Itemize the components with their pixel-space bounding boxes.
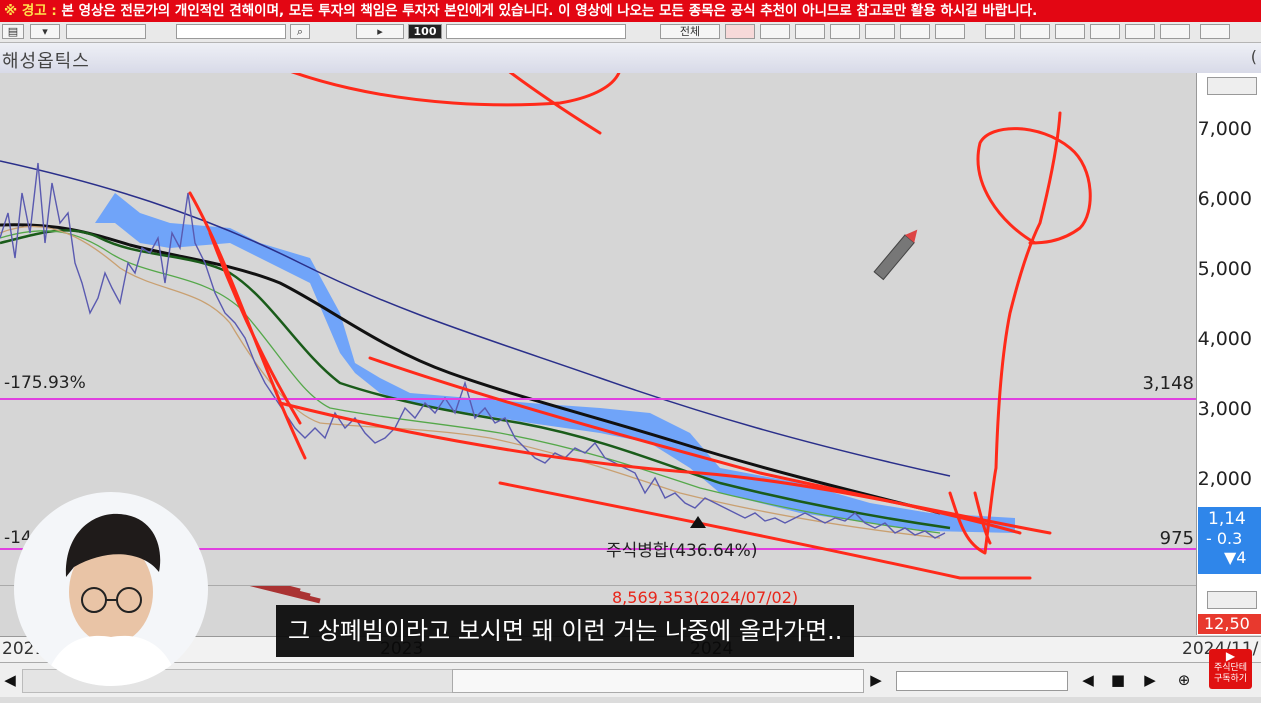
stop-button[interactable]: ■ (1110, 671, 1126, 689)
price-y-axis: 7,000 6,000 5,000 4,000 3,000 2,000 (1196, 73, 1261, 585)
warning-text: 본 영상은 전문가의 개인적인 견해이며, 모든 투자의 책임은 투자자 본인에… (56, 3, 1038, 19)
dropdown-button[interactable]: ▾ (30, 24, 60, 39)
upper-level-value: 3,148 (1142, 373, 1194, 394)
chart-navigator: ◀ ▶ ◀ ■ ▶ ⊕ (0, 662, 1261, 697)
current-price-box: 1,14 - 0.3 ▼4 (1198, 507, 1261, 574)
interval-button-4[interactable] (1090, 24, 1120, 39)
current-price: 1,14 (1208, 509, 1246, 529)
interval-button-2[interactable] (1020, 24, 1050, 39)
play-button[interactable]: ▶ (1144, 671, 1156, 689)
market-select[interactable] (66, 24, 146, 39)
axis-scale-buttons[interactable] (1207, 77, 1257, 95)
zoom-in-icon[interactable]: ⊕ (1177, 671, 1191, 689)
period-tick-button[interactable] (900, 24, 930, 39)
split-marker-icon (690, 516, 706, 528)
pencil-cursor-icon (873, 229, 918, 281)
price-line (0, 162, 946, 539)
presenter-webcam (14, 492, 208, 686)
nav-buttons[interactable]: ▸ (356, 24, 404, 39)
period-week-button[interactable] (760, 24, 790, 39)
indicator-select[interactable] (446, 24, 626, 39)
interval-button-6[interactable] (1160, 24, 1190, 39)
volume-bars (249, 586, 321, 604)
subscribe-label: 주식단테 구독하기 (1213, 663, 1248, 684)
period-custom-button[interactable] (935, 24, 965, 39)
ma-black-line (0, 223, 941, 515)
tab-all[interactable]: 전체 (660, 24, 720, 39)
y-tick: 3,000 (1197, 398, 1252, 420)
price-change-pct: ▼4 (1224, 548, 1247, 567)
interval-button-1[interactable] (985, 24, 1015, 39)
period-month-button[interactable] (795, 24, 825, 39)
hand-drawn-annotations (188, 73, 1092, 580)
chart-toolbar: ▤ ▾ ⌕ ▸ 100 전체 (0, 22, 1261, 43)
lower-level-value: 975 (1159, 528, 1194, 549)
period-count[interactable]: 100 (408, 24, 442, 39)
period-year-button[interactable] (830, 24, 860, 39)
interval-button-3[interactable] (1055, 24, 1085, 39)
period-minute-button[interactable] (865, 24, 895, 39)
volume-annotation: 8,569,353(2024/07/02) (612, 588, 799, 607)
ichimoku-cloud (95, 193, 1015, 533)
interval-button-7[interactable] (1200, 24, 1230, 39)
subscribe-badge[interactable]: ▶ 주식단테 구독하기 (1209, 649, 1252, 689)
y-tick: 7,000 (1197, 118, 1252, 140)
price-change: - 0.3 (1206, 529, 1243, 548)
ma-long-line (0, 160, 951, 477)
scroll-right-button[interactable]: ▶ (870, 671, 882, 689)
split-annotation: 주식병합(436.64%) (606, 541, 758, 561)
code-input[interactable] (176, 24, 286, 39)
volume-scale-buttons[interactable] (1207, 591, 1257, 609)
ma-green-line (0, 229, 951, 530)
y-tick: 5,000 (1197, 258, 1252, 280)
menu-button[interactable]: ▤ (2, 24, 24, 39)
price-chart[interactable]: -175.93% 3,148 -14 975 주식병합(436.64%) (0, 73, 1196, 585)
ma-lightgreen-line (0, 230, 941, 534)
scroll-thumb[interactable] (452, 669, 864, 693)
prev-button[interactable]: ◀ (1082, 671, 1094, 689)
search-icon[interactable]: ⌕ (290, 24, 310, 39)
y-tick: 2,000 (1197, 468, 1252, 490)
scroll-left-button[interactable]: ◀ (4, 671, 16, 689)
stock-paren: ( (1250, 47, 1257, 66)
y-tick: 4,000 (1197, 328, 1252, 350)
warning-prefix: ※ 경고 : (4, 3, 57, 19)
volume-value-box: 12,50 (1198, 614, 1261, 634)
zoom-slider[interactable] (896, 671, 1068, 691)
interval-button-5[interactable] (1125, 24, 1155, 39)
period-day-button[interactable] (725, 24, 755, 39)
stock-name: 해성옵틱스 (2, 51, 90, 72)
stock-title-bar: 해성옵틱스 ( (0, 43, 1261, 74)
play-icon: ▶ (1225, 649, 1236, 663)
y-tick: 6,000 (1197, 188, 1252, 210)
warning-banner: ※ 경고 : 본 영상은 전문가의 개인적인 견해이며, 모든 투자의 책임은 … (0, 0, 1261, 22)
upper-level-pct: -175.93% (4, 373, 86, 393)
video-subtitle: 그 상폐빔이라고 보시면 돼 이런 거는 나중에 올라가면.. (276, 605, 855, 657)
